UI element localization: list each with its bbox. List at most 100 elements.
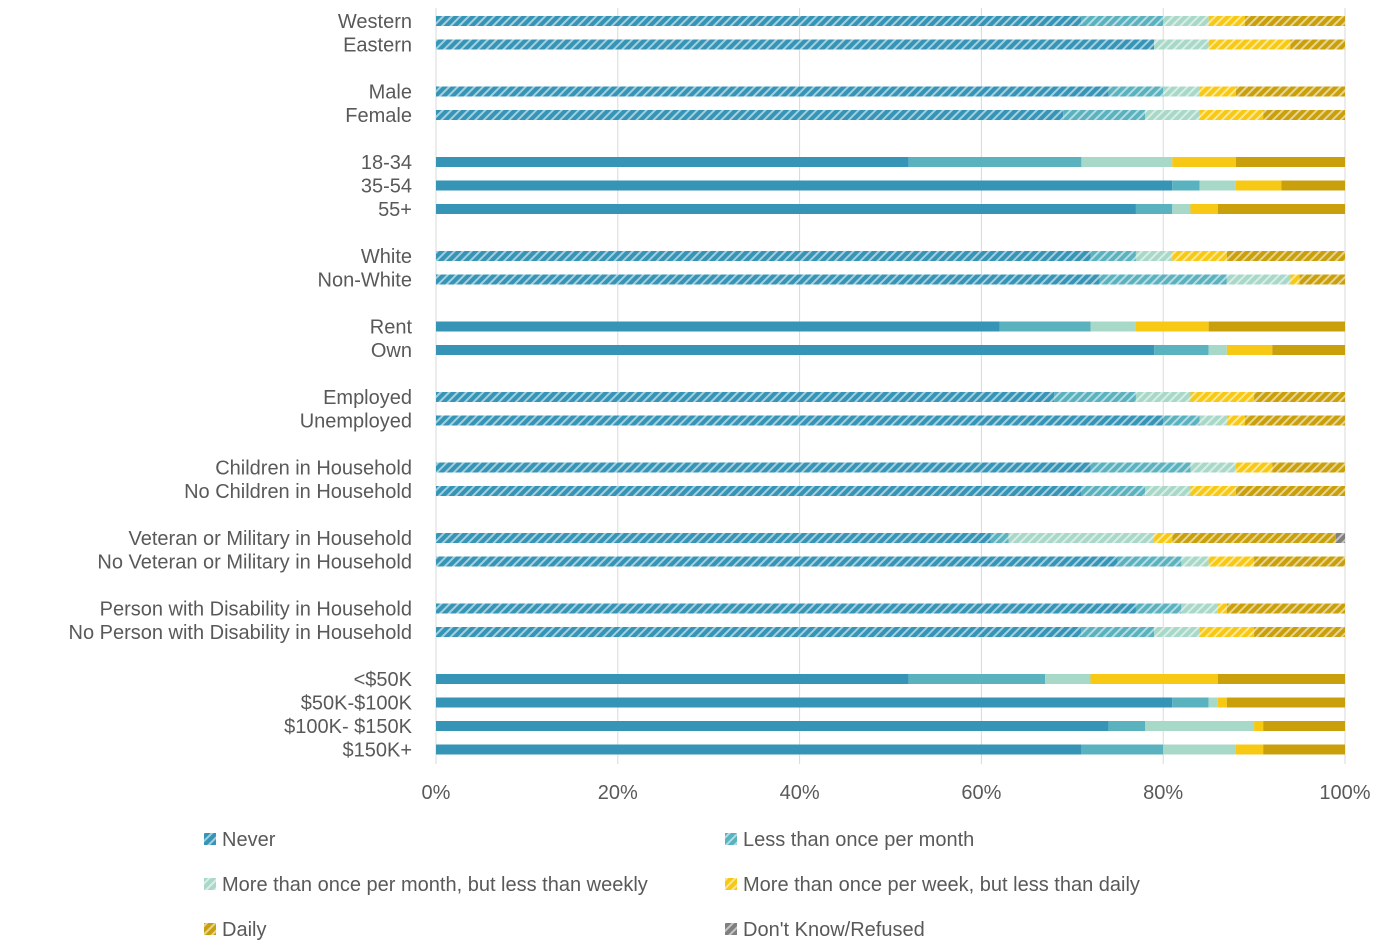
x-tick-label: 80% bbox=[1143, 782, 1183, 804]
bar-segment-less-than-once-per-month bbox=[1081, 627, 1155, 637]
bar-segment-more-than-once-per-week-but-less-than-daily bbox=[1208, 39, 1291, 50]
legend-label: Daily bbox=[222, 919, 266, 941]
bar-segment-more-than-once-per-month-but-less-than-weekly bbox=[1135, 392, 1191, 402]
bar-segment-more-than-once-per-week-but-less-than-daily bbox=[1154, 533, 1173, 543]
category-label: Rent bbox=[370, 317, 413, 339]
legend-label: Less than once per month bbox=[743, 829, 974, 851]
bar-segment-less-than-once-per-month bbox=[1135, 204, 1173, 214]
bar-segment-more-than-once-per-week-but-less-than-daily bbox=[1199, 627, 1255, 637]
bar-segment-less-than-once-per-month bbox=[1063, 110, 1146, 120]
bar-segment-more-than-once-per-week-but-less-than-daily bbox=[1217, 697, 1227, 708]
bar-segment-more-than-once-per-week-but-less-than-daily bbox=[1235, 744, 1264, 755]
bar-segment-less-than-once-per-month bbox=[908, 674, 1046, 684]
bar-segment-more-than-once-per-week-but-less-than-daily bbox=[1199, 110, 1264, 120]
category-label: $50K-$100K bbox=[301, 693, 413, 715]
bar-segment-more-than-once-per-month-but-less-than-weekly bbox=[1081, 157, 1173, 167]
category-label: No Veteran or Military in Household bbox=[97, 552, 412, 574]
bar-segment-more-than-once-per-month-but-less-than-weekly bbox=[1226, 274, 1291, 285]
bar-segment-daily bbox=[1226, 697, 1345, 708]
bar-segment-more-than-once-per-week-but-less-than-daily bbox=[1172, 157, 1236, 167]
bar-segment-more-than-once-per-month-but-less-than-weekly bbox=[1090, 321, 1136, 332]
legend-swatch bbox=[725, 878, 737, 890]
bar-segment-never bbox=[436, 533, 991, 543]
legend-label: Don't Know/Refused bbox=[743, 919, 925, 941]
category-label: Children in Household bbox=[215, 458, 412, 480]
bar-rent bbox=[436, 321, 1345, 332]
bar-segment-more-than-once-per-week-but-less-than-daily bbox=[1254, 721, 1264, 731]
bar-segment-daily bbox=[1272, 345, 1345, 355]
legend-label: More than once per week, but less than d… bbox=[743, 874, 1140, 896]
bar-segment-never bbox=[436, 345, 1155, 355]
bar-segment-daily bbox=[1208, 321, 1345, 332]
legend-item-more-than-once-per-week-but-less-than-daily: More than once per week, but less than d… bbox=[725, 874, 1140, 896]
category-label: 18-34 bbox=[361, 152, 412, 174]
bar-segment-more-than-once-per-week-but-less-than-daily bbox=[1226, 345, 1273, 355]
bar-segment-less-than-once-per-month bbox=[999, 321, 1091, 332]
bar-no-person-with-disability-in-household bbox=[436, 627, 1345, 637]
legend-item-more-than-once-per-month-but-less-than-weekly: More than once per month, but less than … bbox=[204, 874, 648, 896]
bar-segment-less-than-once-per-month bbox=[1154, 345, 1209, 355]
bars bbox=[436, 16, 1345, 755]
bar-segment-more-than-once-per-month-but-less-than-weekly bbox=[1163, 16, 1209, 26]
bar-segment-never bbox=[436, 16, 1082, 26]
category-label: Veteran or Military in Household bbox=[129, 528, 412, 550]
bar-18-34 bbox=[436, 157, 1345, 167]
bar-segment-more-than-once-per-month-but-less-than-weekly bbox=[1163, 86, 1200, 97]
x-tick-label: 100% bbox=[1319, 782, 1370, 804]
bar-segment-daily bbox=[1299, 274, 1345, 285]
bar-own bbox=[436, 345, 1345, 355]
legend-label: Never bbox=[222, 829, 276, 851]
bar-segment-more-than-once-per-week-but-less-than-daily bbox=[1226, 415, 1246, 426]
category-label: Non-White bbox=[318, 270, 412, 292]
bar-segment-more-than-once-per-month-but-less-than-weekly bbox=[1181, 603, 1218, 614]
category-label: Own bbox=[371, 340, 412, 362]
bar-50k-100k bbox=[436, 697, 1345, 708]
bar-segment-more-than-once-per-month-but-less-than-weekly bbox=[1154, 627, 1200, 637]
bar-children-in-household bbox=[436, 462, 1345, 473]
bar-segment-daily bbox=[1235, 157, 1345, 167]
category-label: <$50K bbox=[354, 669, 413, 691]
bar-segment-more-than-once-per-week-but-less-than-daily bbox=[1217, 603, 1227, 614]
bar-segment-less-than-once-per-month bbox=[1172, 180, 1200, 191]
bar-segment-more-than-once-per-week-but-less-than-daily bbox=[1090, 674, 1218, 684]
bar-segment-less-than-once-per-month bbox=[908, 157, 1082, 167]
category-label: 35-54 bbox=[361, 176, 412, 198]
bar-segment-less-than-once-per-month bbox=[1081, 744, 1164, 755]
bar-segment-more-than-once-per-month-but-less-than-weekly bbox=[1208, 345, 1227, 355]
bar-segment-never bbox=[436, 697, 1173, 708]
bar-segment-never bbox=[436, 415, 1164, 426]
bar-segment-never bbox=[436, 462, 1091, 473]
legend-item-don-t-know-refused: Don't Know/Refused bbox=[725, 919, 925, 941]
bar-segment-never bbox=[436, 180, 1173, 191]
category-label: No Person with Disability in Household bbox=[69, 622, 413, 644]
bar-segment-more-than-once-per-month-but-less-than-weekly bbox=[1145, 110, 1200, 120]
legend-label: More than once per month, but less than … bbox=[222, 874, 648, 896]
legend-item-daily: Daily bbox=[204, 919, 266, 941]
bar-segment-never bbox=[436, 486, 1082, 496]
bar-non-white bbox=[436, 274, 1345, 285]
bar-segment-more-than-once-per-month-but-less-than-weekly bbox=[1199, 415, 1227, 426]
category-label: Western bbox=[338, 11, 412, 33]
bar-segment-more-than-once-per-month-but-less-than-weekly bbox=[1199, 180, 1236, 191]
bar-segment-more-than-once-per-month-but-less-than-weekly bbox=[1163, 744, 1236, 755]
bar-segment-never bbox=[436, 721, 1109, 731]
bar-segment-never bbox=[436, 556, 1118, 567]
legend-swatch bbox=[725, 833, 737, 845]
bar-segment-less-than-once-per-month bbox=[1172, 697, 1209, 708]
bar-female bbox=[436, 110, 1345, 120]
bar-segment-daily bbox=[1263, 721, 1345, 731]
bar-no-veteran-or-military-in-household bbox=[436, 556, 1345, 567]
category-label: No Children in Household bbox=[184, 481, 412, 503]
bar-eastern bbox=[436, 39, 1345, 50]
legend-swatch bbox=[204, 878, 216, 890]
bar-segment-daily bbox=[1235, 486, 1345, 496]
bar-segment-daily bbox=[1172, 533, 1336, 543]
bar-segment-less-than-once-per-month bbox=[1099, 274, 1227, 285]
legend: Never Less than once per month More than o… bbox=[204, 829, 1140, 941]
bar-55 bbox=[436, 204, 1345, 214]
bar-segment-daily bbox=[1226, 251, 1345, 261]
bar-segment-less-than-once-per-month bbox=[1054, 392, 1136, 402]
bar-segment-never bbox=[436, 86, 1109, 97]
bar-segment-more-than-once-per-week-but-less-than-daily bbox=[1135, 321, 1209, 332]
category-label: $100K- $150K bbox=[284, 716, 413, 738]
